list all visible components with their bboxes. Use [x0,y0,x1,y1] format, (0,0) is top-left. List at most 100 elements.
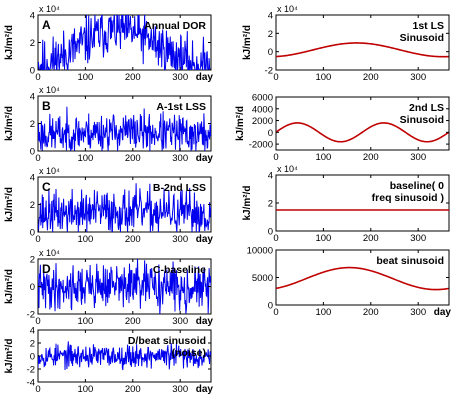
x-axis-label: day [196,153,214,164]
y-tick-label: 2 [30,255,35,266]
x-tick-label: 300 [172,234,188,245]
y-axis-label: kJ/m²/d [4,106,15,141]
x-axis-label: day [196,72,214,83]
y-tick-label: 0 [30,282,35,293]
panel-annotation: (noise) [172,347,206,359]
subplot-C: 0 100 200 300 0 2 4 x 10⁴ C B-2nd LSS kJ/m²/d day [4,166,213,245]
x-tick-label: 0 [273,72,278,83]
x-tick-label: 0 [273,152,278,163]
y-tick-label: 4000 [252,104,273,115]
panel-annotation: D/beat sinusoid [128,335,206,347]
panel-letter: A [42,18,51,32]
x-tick-label: 200 [125,153,141,164]
y-tick-label: -2000 [249,140,273,151]
y-tick-label: 4 [30,173,35,184]
x-tick-label: 0 [35,234,40,245]
y-tick-label: -2 [27,365,35,376]
series-line [38,183,211,232]
y-axis-label: kJ/m²/d [235,106,246,141]
x-tick-label: 200 [125,234,141,245]
x-tick-label: 200 [363,307,379,318]
x-tick-label: 0 [35,153,40,164]
x-tick-label: 100 [315,152,331,163]
x-tick-label: 200 [363,233,379,244]
x-tick-label: 100 [77,234,93,245]
panel-annotation: C-baseline [153,264,206,276]
y-multiplier-label: x 10⁴ [277,164,298,174]
y-tick-label: 0 [268,47,273,58]
y-tick-label: 6000 [252,93,273,104]
y-tick-label: -2 [265,66,273,77]
x-tick-label: 300 [172,316,188,327]
x-tick-label: 300 [410,307,426,318]
x-tick-label: 300 [410,152,426,163]
y-tick-label: 4 [30,326,35,337]
panel-annotation: beat sinusoid [376,255,444,267]
series-line [276,266,449,291]
x-tick-label: 0 [35,384,40,395]
x-axis-label: day [196,316,214,327]
y-tick-label: 2 [30,119,35,130]
x-tick-label: 100 [77,384,93,395]
y-tick-label: 4 [30,11,35,22]
panel-annotation: 1st LS [412,20,444,32]
y-tick-label: 0 [30,352,35,363]
x-tick-label: 200 [125,72,141,83]
panel-annotation: A-1st LSS [156,101,206,113]
y-tick-label: -4 [27,378,35,389]
series-line [38,15,211,70]
subplot-A: 0 100 200 300 0 2 4 x 10⁴ A Annual DOR kJ/m²/d day [4,4,214,83]
x-tick-label: 300 [410,72,426,83]
x-tick-label: 200 [125,316,141,327]
panel-letter: D [42,262,51,276]
y-tick-label: 5000 [252,273,273,284]
panel-annotation: B-2nd LSS [153,182,206,194]
y-tick-label: 0 [268,227,273,238]
x-tick-label: 200 [363,72,379,83]
series-line [276,122,449,143]
y-tick-label: 2000 [252,116,273,127]
x-tick-label: 300 [172,153,188,164]
x-tick-label: 300 [172,72,188,83]
y-axis-label: kJ/m²/d [4,338,15,373]
y-tick-label: 4 [268,11,273,22]
y-axis-label: kJ/m²/d [4,269,15,304]
series-line [38,259,211,314]
y-multiplier-label: x 10⁴ [277,4,298,14]
y-multiplier-label: x 10⁴ [39,4,60,14]
y-tick-label: 2 [30,38,35,49]
y-multiplier-label: x 10⁴ [39,248,60,258]
y-tick-label: 2 [30,200,35,211]
panel-annotation: 2nd LS [409,102,444,114]
x-tick-label: 200 [125,384,141,395]
y-tick-label: 4 [30,92,35,103]
x-tick-label: 0 [35,72,40,83]
panel-annotation: baseline( 0 [390,180,444,192]
x-tick-label: 100 [77,153,93,164]
y-tick-label: 0 [268,301,273,312]
panel-annotation: Sinusoid [400,114,444,126]
x-tick-label: 100 [77,316,93,327]
subplot-B: 0 100 200 300 0 2 4 x 10⁴ B A-1st LSS kJ/m²/d day [4,85,213,164]
series-line [276,42,449,58]
x-tick-label: 200 [363,152,379,163]
y-axis-label: kJ/m²/d [242,25,253,60]
panel-annotation: Sinusoid [400,32,444,44]
x-tick-label: 0 [273,307,278,318]
y-axis-label: kJ/m²/d [4,187,15,222]
y-axis-label: kJ/m²/d [242,185,253,220]
y-tick-label: 0 [30,228,35,239]
y-tick-label: 4 [268,171,273,182]
y-axis-label: kJ/m²/d [4,25,15,60]
y-tick-label: 0 [268,128,273,139]
y-tick-label: 2 [30,339,35,350]
y-multiplier-label: x 10⁴ [39,166,60,176]
y-tick-label: 0 [30,66,35,77]
y-tick-label: 10000 [247,246,273,257]
